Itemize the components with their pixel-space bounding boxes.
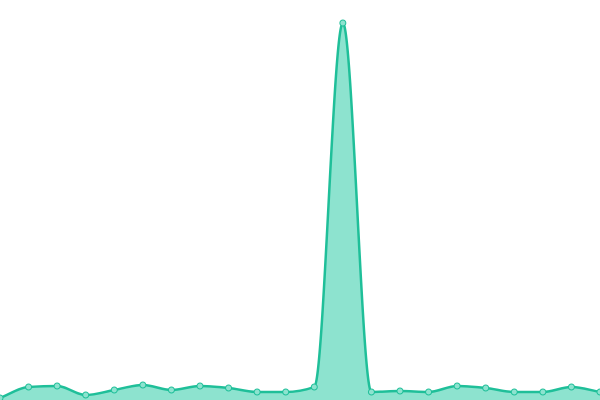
point (82, 391, 90, 399)
point (253, 388, 261, 396)
point (282, 388, 290, 396)
point (425, 388, 433, 396)
point (453, 382, 461, 390)
point (367, 388, 375, 396)
area (0, 23, 600, 400)
point (53, 382, 61, 390)
point (310, 383, 318, 391)
point (0, 394, 4, 400)
point (596, 388, 600, 396)
point (167, 386, 175, 394)
line (0, 21, 600, 400)
point (482, 384, 490, 392)
point (25, 383, 33, 391)
point (567, 383, 575, 391)
point (339, 19, 347, 27)
point (510, 388, 518, 396)
point (139, 381, 147, 389)
point (225, 384, 233, 392)
point (196, 382, 204, 390)
point (110, 386, 118, 394)
point (396, 387, 404, 395)
point (539, 388, 547, 396)
